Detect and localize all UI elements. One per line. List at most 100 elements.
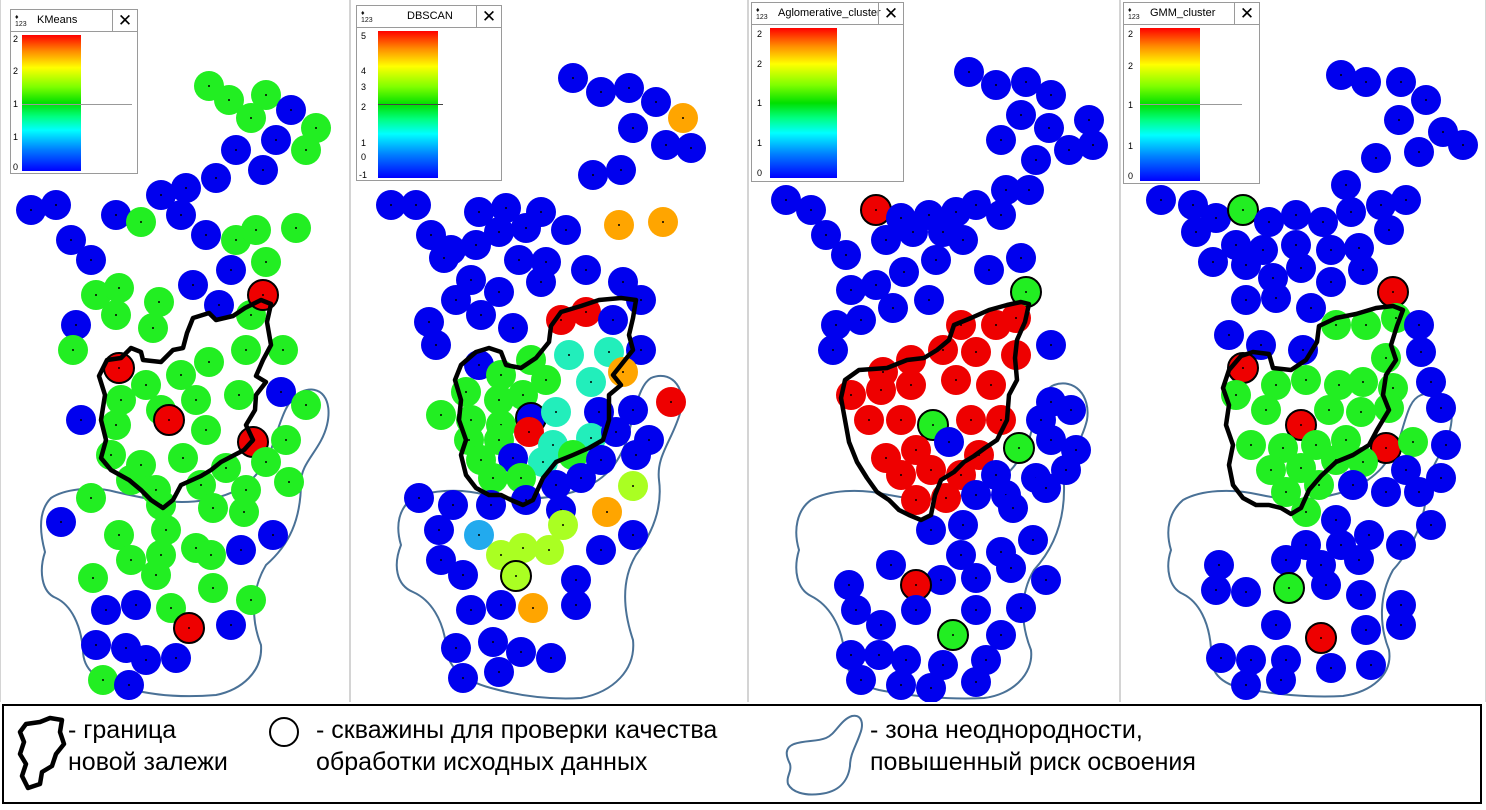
well-center-dot <box>568 354 570 356</box>
well-center-dot <box>940 579 942 581</box>
close-button[interactable]: ✕ <box>476 6 501 27</box>
well-center-dot <box>305 149 307 151</box>
well-center-dot <box>1305 511 1307 513</box>
tick-label: 1 <box>361 138 367 148</box>
well-center-dot <box>1310 307 1312 309</box>
well-center-dot <box>418 497 420 499</box>
well-center-dot <box>455 647 457 649</box>
well-center-dot <box>290 109 292 111</box>
tick-label: 0 <box>757 168 763 178</box>
close-button[interactable]: ✕ <box>878 3 903 24</box>
well-center-dot <box>522 547 524 549</box>
well-center-dot <box>622 281 624 283</box>
well-center-dot <box>1358 247 1360 249</box>
map-panel-aglomerative[interactable]: ♦ 123 Aglomerative_cluster ✕ 2 2 1 1 0 <box>748 0 1120 702</box>
well-center-dot <box>155 489 157 491</box>
well-center-dot <box>130 559 132 561</box>
well-center-dot <box>988 269 990 271</box>
well-center-dot <box>915 449 917 451</box>
well-center-dot <box>682 117 684 119</box>
well-center-dot <box>1020 257 1022 259</box>
well-center-dot <box>860 319 862 321</box>
well-center-dot <box>192 284 194 286</box>
well-center-dot <box>990 384 992 386</box>
well-center-dot <box>155 574 157 576</box>
well-center-dot <box>185 187 187 189</box>
tick-label: 5 <box>361 31 367 41</box>
color-scale-header[interactable]: ♦ 123 Aglomerative_cluster ✕ <box>752 3 903 25</box>
well-center-dot <box>540 211 542 213</box>
well-center-dot <box>1325 584 1327 586</box>
well-center-dot <box>452 504 454 506</box>
well-center-dot <box>435 344 437 346</box>
well-center-dot <box>55 204 57 206</box>
well-center-dot <box>825 234 827 236</box>
well-center-dot <box>1270 469 1272 471</box>
well-center-dot <box>928 299 930 301</box>
well-center-dot <box>1050 344 1052 346</box>
well-center-dot <box>1362 269 1364 271</box>
well-center-dot <box>1330 667 1332 669</box>
well-center-dot <box>160 194 162 196</box>
well-center-dot <box>1050 439 1052 441</box>
color-scale-title: GMM_cluster <box>1150 7 1216 19</box>
close-button[interactable]: ✕ <box>1234 3 1259 24</box>
well-center-dot <box>443 257 445 259</box>
well-center-dot <box>600 549 602 551</box>
tick-label: 1 <box>1128 100 1134 110</box>
close-button[interactable]: ✕ <box>112 10 137 31</box>
map-panel-dbscan[interactable]: ♦ 123 DBSCAN ✕ 5 4 3 2 1 0 -1 <box>350 0 748 702</box>
map-panel-kmeans[interactable]: ♦ 123 KMeans ✕ 2 2 1 1 0 <box>0 0 350 702</box>
well-center-dot <box>975 577 977 579</box>
tick-label: 2 <box>13 34 19 44</box>
well-center-dot <box>1048 127 1050 129</box>
well-center-dot <box>1335 324 1337 326</box>
well-center-dot <box>612 319 614 321</box>
well-center-dot <box>785 199 787 201</box>
sort-numeric-icon: ♦ 123 <box>1128 7 1140 21</box>
color-scale: ♦ 123 Aglomerative_cluster ✕ 2 2 1 1 0 <box>751 2 904 182</box>
well-center-dot <box>975 609 977 611</box>
well-center-dot <box>478 364 480 366</box>
well-center-dot <box>1245 299 1247 301</box>
well-center-dot <box>560 319 562 321</box>
well-center-dot <box>1352 484 1354 486</box>
well-center-dot <box>1328 409 1330 411</box>
tick-label: 2 <box>757 29 763 39</box>
tick-label: 2 <box>1128 61 1134 71</box>
well-center-dot <box>1280 679 1282 681</box>
well-center-dot <box>1345 439 1347 441</box>
well-center-dot <box>470 609 472 611</box>
well-center-dot <box>592 174 594 176</box>
well-center-dot <box>900 419 902 421</box>
color-scale-header[interactable]: ♦ 123 GMM_cluster ✕ <box>1124 3 1259 25</box>
color-scale-header[interactable]: ♦ 123 KMeans ✕ <box>11 10 137 32</box>
well-center-dot <box>1365 629 1367 631</box>
well-center-dot <box>665 144 667 146</box>
legend-zone-line1: - зона неоднородности, <box>870 716 1143 744</box>
well-center-dot <box>262 294 264 296</box>
well-center-dot <box>1430 381 1432 383</box>
sort-numeric-icon: ♦ 123 <box>756 7 768 21</box>
dbscan-map[interactable] <box>351 0 748 702</box>
well-center-dot <box>572 77 574 79</box>
well-center-dot <box>1405 469 1407 471</box>
well-center-dot <box>200 484 202 486</box>
well-center-dot <box>632 485 634 487</box>
well-center-dot <box>1088 119 1090 121</box>
well-center-dot <box>1362 381 1364 383</box>
well-center-dot <box>598 411 600 413</box>
well-center-dot <box>95 644 97 646</box>
ramp-midline <box>22 104 132 105</box>
well-center-dot <box>905 659 907 661</box>
well-center-dot <box>125 647 127 649</box>
tick-label: 4 <box>361 66 367 76</box>
kmeans-map[interactable] <box>1 0 350 702</box>
map-panel-gmm[interactable]: ♦ 123 GMM_cluster ✕ 2 2 1 1 0 <box>1120 0 1486 702</box>
well-center-dot <box>1092 144 1094 146</box>
aglomerative-map[interactable] <box>749 0 1120 702</box>
well-center-dot <box>945 497 947 499</box>
gmm-map[interactable] <box>1121 0 1486 702</box>
well-center-dot <box>218 304 220 306</box>
color-scale-header[interactable]: ♦ 123 DBSCAN ✕ <box>357 6 501 28</box>
